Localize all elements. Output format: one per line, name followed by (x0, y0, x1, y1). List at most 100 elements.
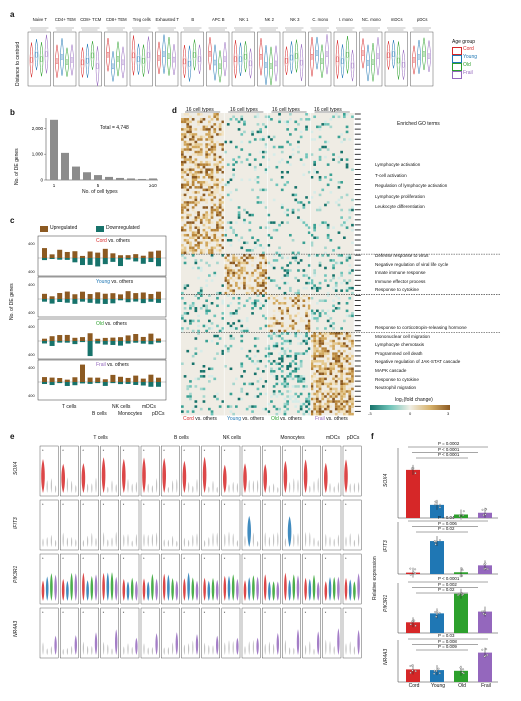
heatmap-cell (318, 135, 322, 139)
heatmap-cell (216, 213, 219, 217)
heatmap-cell (248, 213, 252, 217)
heatmap-cell (189, 221, 192, 224)
heatmap-cell (262, 274, 265, 277)
heatmap-cell (267, 221, 271, 224)
heatmap-cell (189, 160, 192, 164)
e-cell-box (262, 607, 281, 659)
e-violin (305, 531, 307, 547)
heatmap-cell (280, 170, 284, 174)
heatmap-cell (232, 261, 235, 265)
heatmap-cell (232, 115, 235, 119)
heatmap-cell (256, 395, 260, 398)
panel-a-facet-box (410, 31, 434, 87)
go-term: Lymphocyte chemotaxis (375, 342, 425, 348)
f-dot (458, 515, 461, 517)
heatmap-cell (278, 367, 281, 371)
heatmap-cell (199, 221, 203, 224)
heatmap-cell (275, 407, 279, 411)
heatmap-cell (267, 324, 271, 328)
heatmap-cell (283, 402, 287, 406)
heatmap-cell (243, 286, 246, 290)
heatmap-cell (294, 385, 298, 388)
panel-a-facet-box (308, 31, 332, 87)
heatmap-cell (229, 221, 233, 224)
heatmap-cell (253, 344, 257, 348)
heatmap-cell (221, 158, 225, 161)
heatmap-cell (286, 264, 289, 267)
boxplot (71, 57, 73, 63)
e-star: * (163, 448, 165, 453)
heatmap-cell (337, 392, 341, 396)
heatmap-cell (240, 324, 244, 328)
heatmap-cell (205, 309, 208, 313)
heatmap-cell (283, 269, 287, 272)
heatmap-cell (310, 367, 314, 371)
heatmap-cell (237, 274, 241, 277)
heatmap-cell (283, 397, 287, 401)
heatmap-cell (216, 125, 219, 129)
heatmap-cell (253, 395, 257, 398)
heatmap-cell (318, 193, 322, 197)
c-bar-down (42, 299, 47, 302)
c-bar-up (64, 379, 70, 382)
heatmap-cell (208, 294, 211, 297)
heatmap-cell (248, 357, 252, 360)
heatmap-cell (240, 362, 244, 365)
heatmap-cell (348, 405, 352, 408)
heatmap-cell (337, 377, 341, 381)
e-cell-box (80, 499, 99, 551)
boxplot (362, 50, 364, 56)
heatmap-cell (264, 226, 268, 229)
heatmap-cell (199, 294, 203, 297)
heatmap-cell (334, 407, 338, 411)
e-violin (252, 639, 254, 655)
f-bar (478, 652, 492, 682)
heatmap-cell (302, 377, 306, 381)
heatmap-cell (210, 216, 214, 219)
heatmap-cell (256, 349, 260, 353)
heatmap-cell (183, 143, 187, 146)
heatmap-cell (324, 251, 327, 255)
heatmap-cell (213, 314, 217, 318)
heatmap-cell (294, 370, 298, 373)
heatmap-cell (297, 296, 300, 300)
heatmap-cell (334, 281, 338, 285)
e-violin (156, 532, 158, 547)
heatmap-cell (326, 332, 330, 335)
heatmap-cell (275, 362, 279, 365)
heatmap-cell (240, 319, 244, 323)
heatmap-cell (259, 261, 262, 265)
heatmap-cell (191, 181, 195, 184)
heatmap-cell (305, 312, 308, 315)
f-dot (434, 543, 437, 546)
heatmap-cell (210, 249, 214, 252)
heatmap-cell (272, 259, 276, 262)
heatmap-cell (189, 241, 192, 245)
heatmap-cell (348, 269, 352, 272)
heatmap-cell (297, 269, 300, 272)
heatmap-cell (210, 327, 214, 330)
heatmap-cell (343, 349, 346, 353)
heatmap-cell (216, 304, 219, 308)
heatmap-cell (313, 236, 316, 239)
heatmap-cell (326, 342, 330, 345)
heatmap-cell (329, 382, 333, 386)
heatmap-cell (262, 123, 265, 126)
heatmap-cell (216, 261, 219, 265)
panel-a-facet-box (27, 31, 51, 87)
heatmap-cell (345, 344, 349, 348)
e-violin (42, 538, 44, 547)
heatmap-cell (307, 407, 311, 411)
heatmap-cell (294, 193, 298, 197)
heatmap-cell (340, 382, 343, 386)
f-pvalue: P < 0.0001 (438, 452, 460, 457)
heatmap-cell (194, 347, 198, 350)
heatmap-cell (181, 208, 184, 212)
heatmap-cell (340, 370, 343, 373)
heatmap-cell (248, 228, 252, 232)
heatmap-cell (318, 337, 322, 340)
heatmap-cell (199, 153, 203, 156)
heatmap-cell (229, 226, 233, 229)
f-dot (484, 613, 487, 616)
c-bar-up (125, 335, 131, 341)
